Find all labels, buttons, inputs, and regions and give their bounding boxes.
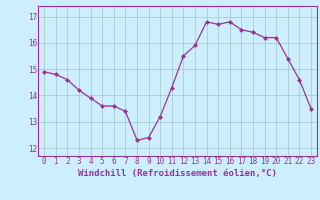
X-axis label: Windchill (Refroidissement éolien,°C): Windchill (Refroidissement éolien,°C) [78, 169, 277, 178]
